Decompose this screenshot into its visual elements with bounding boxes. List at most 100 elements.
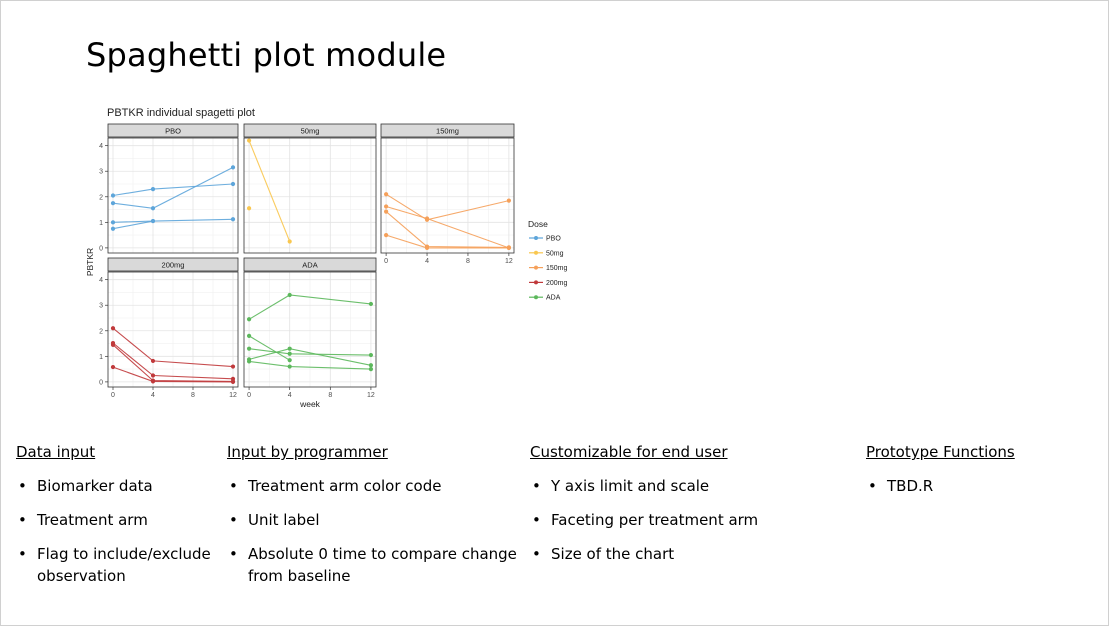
bullet-list: Biomarker data Treatment arm Flag to inclu…	[16, 475, 221, 587]
facet-border	[243, 137, 377, 254]
legend-label: 50mg	[546, 250, 564, 257]
column-heading: Prototype Functions	[866, 443, 1015, 461]
subject-line	[112, 220, 154, 230]
facet-label: 200mg	[162, 261, 185, 270]
bullet-item: Size of the chart	[530, 543, 860, 565]
subject-line	[248, 335, 290, 361]
x-tick-label: 0	[111, 392, 115, 399]
x-axis-label: week	[299, 399, 321, 409]
facet-strip	[380, 123, 515, 138]
legend-key-point	[534, 295, 538, 300]
bullet-list: Treatment arm color code Unit label Absolu…	[227, 475, 522, 587]
data-point	[246, 138, 252, 143]
data-point	[110, 193, 116, 198]
bullet-item: Absolute 0 time to compare change from b…	[227, 543, 522, 587]
legend-label: PBO	[546, 236, 561, 243]
facet-border	[107, 271, 239, 388]
data-point	[246, 359, 252, 364]
y-tick-label: 2	[99, 328, 103, 335]
y-tick-label: 0	[99, 245, 103, 252]
legend-title: Dose	[528, 219, 548, 229]
y-tick-label: 4	[99, 143, 103, 150]
data-point	[287, 364, 292, 369]
legend-key-point	[534, 236, 538, 240]
data-point	[287, 358, 292, 363]
data-point	[246, 317, 252, 322]
data-point	[150, 187, 156, 192]
info-column: Customizable for end user Y axis limit an…	[530, 443, 860, 577]
facet-strip	[243, 123, 377, 138]
data-point	[506, 245, 511, 250]
y-tick-label: 1	[99, 220, 103, 227]
data-point	[110, 226, 116, 231]
data-point	[150, 218, 156, 224]
data-point	[110, 326, 116, 331]
data-point	[506, 198, 511, 203]
facet-border	[380, 137, 515, 254]
bullet-item: Y axis limit and scale	[530, 475, 860, 497]
data-point	[384, 233, 389, 238]
legend-key-point	[534, 265, 538, 270]
bullet-item: TBD.R	[866, 475, 1086, 497]
data-point	[110, 201, 116, 206]
x-tick-label: 8	[466, 258, 470, 265]
info-column: Input by programmer Treatment arm color c…	[227, 443, 522, 599]
data-point	[287, 292, 292, 298]
data-point	[368, 367, 374, 372]
data-point	[287, 239, 292, 244]
data-point	[384, 209, 389, 214]
bullet-list: Y axis limit and scale Faceting per treat…	[530, 475, 860, 565]
info-column: Data input Biomarker data Treatment arm Fla…	[16, 443, 221, 599]
facet-border	[107, 137, 239, 254]
facet-strip	[243, 257, 377, 272]
data-point	[368, 363, 374, 368]
data-point	[384, 204, 389, 209]
x-tick-label: 12	[367, 392, 375, 399]
bullet-item: Treatment arm	[16, 509, 221, 531]
x-tick-label: 12	[229, 392, 237, 399]
bullet-item: Faceting per treatment arm	[530, 509, 860, 531]
spaghetti-chart: PBTKR individual spagetti plotPBO0123450…	[85, 107, 568, 409]
x-tick-label: 4	[425, 258, 429, 265]
facet-label: ADA	[302, 261, 317, 270]
data-point	[110, 342, 116, 347]
column-heading: Input by programmer	[227, 443, 388, 461]
data-point	[368, 352, 374, 358]
data-point	[287, 346, 292, 351]
facet-label: 150mg	[436, 127, 459, 136]
column-heading: Customizable for end user	[530, 443, 728, 461]
facet-strip	[107, 257, 239, 272]
x-tick-label: 0	[247, 392, 251, 399]
data-point	[230, 379, 236, 384]
data-point	[150, 379, 156, 384]
data-point	[246, 206, 252, 211]
bullet-item: Unit label	[227, 509, 522, 531]
data-point	[230, 181, 236, 187]
legend-key-point	[534, 280, 538, 285]
subject-line	[248, 140, 291, 242]
y-tick-label: 2	[99, 194, 103, 201]
y-tick-label: 1	[99, 354, 103, 361]
data-point	[150, 373, 156, 378]
legend-key-point	[534, 250, 538, 255]
data-point	[230, 364, 236, 369]
y-tick-label: 0	[99, 379, 103, 386]
facet-label: 50mg	[301, 127, 320, 136]
data-point	[368, 301, 374, 307]
bullet-item: Flag to include/exclude observation	[16, 543, 221, 587]
legend-label: 150mg	[546, 265, 568, 272]
y-tick-label: 3	[99, 169, 103, 176]
facet-border	[243, 271, 377, 388]
x-tick-label: 8	[328, 392, 332, 399]
legend-label: ADA	[546, 295, 561, 302]
data-point	[110, 220, 116, 225]
data-point	[110, 364, 116, 370]
x-tick-label: 4	[288, 392, 292, 399]
bullet-list: TBD.R	[866, 475, 1086, 497]
x-tick-label: 12	[505, 258, 513, 265]
bullet-item: Biomarker data	[16, 475, 221, 497]
y-tick-label: 3	[99, 303, 103, 310]
data-point	[246, 333, 252, 338]
data-point	[246, 346, 252, 351]
y-axis-label: PBTKR	[85, 248, 95, 276]
